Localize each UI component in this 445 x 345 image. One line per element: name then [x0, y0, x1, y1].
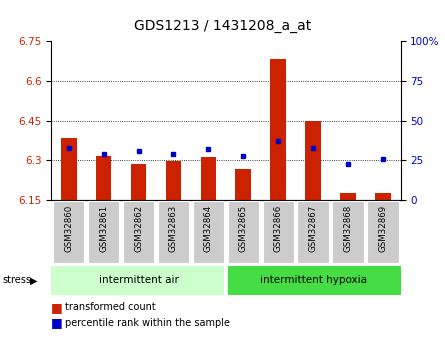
Bar — [51, 266, 224, 295]
Bar — [305, 121, 321, 200]
FancyBboxPatch shape — [263, 201, 294, 263]
Text: ■: ■ — [51, 316, 63, 329]
Text: GSM32869: GSM32869 — [379, 205, 388, 253]
Bar — [375, 193, 391, 200]
Bar — [235, 169, 251, 200]
Text: stress: stress — [2, 276, 31, 285]
Bar — [271, 59, 286, 200]
FancyBboxPatch shape — [193, 201, 224, 263]
Bar — [201, 157, 216, 200]
FancyBboxPatch shape — [158, 201, 189, 263]
Bar — [227, 266, 400, 295]
Text: GSM32861: GSM32861 — [99, 205, 108, 253]
FancyBboxPatch shape — [88, 201, 119, 263]
Text: ▶: ▶ — [30, 276, 37, 285]
FancyBboxPatch shape — [297, 201, 329, 263]
Text: GSM32862: GSM32862 — [134, 205, 143, 253]
FancyBboxPatch shape — [53, 201, 85, 263]
Text: GSM32867: GSM32867 — [309, 205, 318, 253]
FancyBboxPatch shape — [227, 201, 259, 263]
Bar — [340, 194, 356, 200]
Bar — [96, 157, 111, 200]
Text: GSM32868: GSM32868 — [344, 205, 352, 253]
Text: intermittent hypoxia: intermittent hypoxia — [260, 275, 367, 285]
FancyBboxPatch shape — [123, 201, 154, 263]
Bar — [61, 138, 77, 200]
Text: GSM32864: GSM32864 — [204, 205, 213, 253]
FancyBboxPatch shape — [367, 201, 399, 263]
Text: GSM32860: GSM32860 — [64, 205, 73, 253]
Text: GDS1213 / 1431208_a_at: GDS1213 / 1431208_a_at — [134, 19, 311, 33]
Text: ■: ■ — [51, 300, 63, 314]
Text: GSM32863: GSM32863 — [169, 205, 178, 253]
Text: GSM32865: GSM32865 — [239, 205, 248, 253]
FancyBboxPatch shape — [332, 201, 364, 263]
Bar — [131, 165, 146, 200]
Text: percentile rank within the sample: percentile rank within the sample — [65, 318, 230, 327]
Bar — [166, 161, 181, 200]
Text: transformed count: transformed count — [65, 302, 155, 312]
Text: intermittent air: intermittent air — [99, 275, 178, 285]
Text: GSM32866: GSM32866 — [274, 205, 283, 253]
